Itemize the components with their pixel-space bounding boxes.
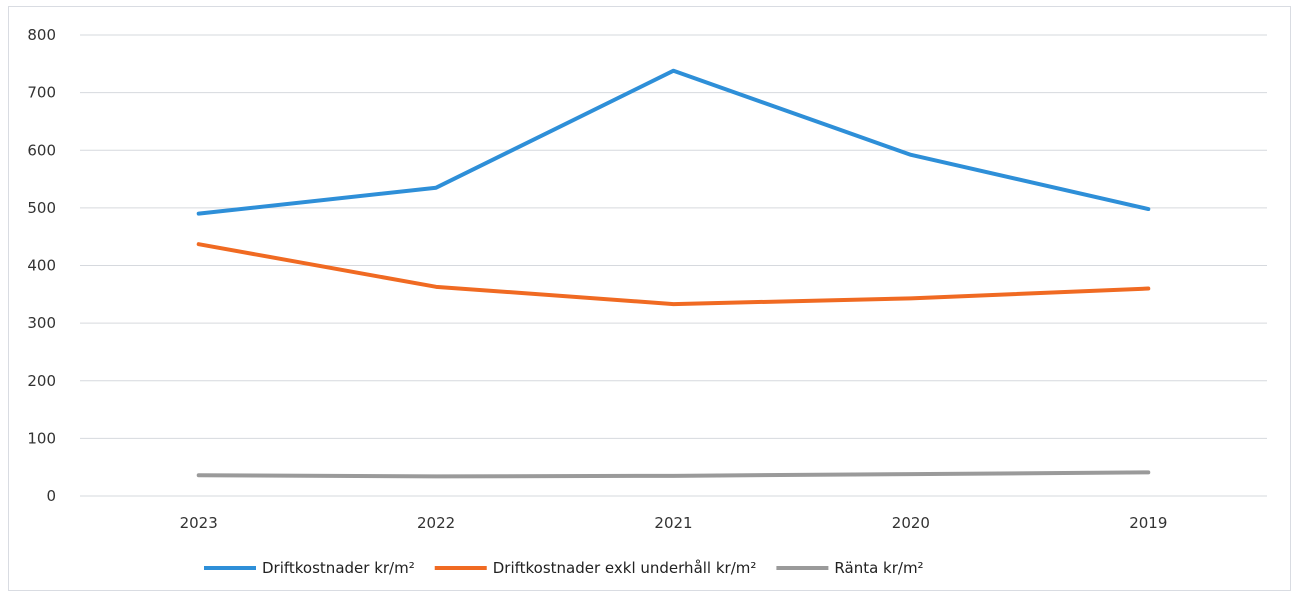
data-point [672,69,675,73]
y-tick-label: 700 [27,84,56,102]
series-line [196,242,1151,307]
data-point [197,473,201,477]
legend-item: Ränta kr/m² [776,559,924,577]
legend-item: Driftkostnader kr/m² [204,559,415,577]
chart-frame [8,6,1291,591]
legend-label: Driftkostnader kr/m² [262,559,415,577]
series-2 [196,242,1151,307]
data-point [1146,287,1150,291]
x-tick-label: 2020 [892,514,930,532]
y-axis-ticks: 0 100 200 300 400 500 600 700 800 [27,26,56,505]
series-1 [196,68,1151,216]
data-point [909,296,913,300]
data-point [434,285,438,289]
y-tick-label: 200 [27,372,56,390]
x-tick-label: 2019 [1129,514,1167,532]
x-axis-ticks: 2023 2022 2021 2020 2019 [180,514,1168,532]
legend-item: Driftkostnader exkl underhåll kr/m² [434,559,757,577]
y-tick-label: 800 [27,26,56,44]
data-point [197,242,201,246]
x-tick-label: 2023 [180,514,218,532]
y-tick-label: 0 [46,487,56,505]
y-tick-label: 100 [27,429,56,447]
series-lines [196,68,1151,479]
data-point [1146,207,1150,211]
y-tick-label: 300 [27,314,56,332]
data-point [672,302,675,306]
series-3 [196,470,1151,479]
data-point [672,474,675,478]
y-tick-label: 500 [27,199,56,217]
legend: Driftkostnader kr/m² Driftkostnader exkl … [204,559,924,577]
gridlines [80,34,1267,497]
data-point [909,153,913,157]
data-point [197,212,201,216]
y-tick-label: 400 [27,257,56,275]
data-point [434,474,438,478]
y-tick-label: 600 [27,141,56,159]
x-tick-label: 2022 [417,514,455,532]
x-tick-label: 2021 [654,514,692,532]
legend-label: Ränta kr/m² [834,559,923,577]
data-point [434,186,438,190]
data-point [909,472,913,476]
data-point [1146,470,1150,474]
legend-label: Driftkostnader exkl underhåll kr/m² [493,559,757,577]
